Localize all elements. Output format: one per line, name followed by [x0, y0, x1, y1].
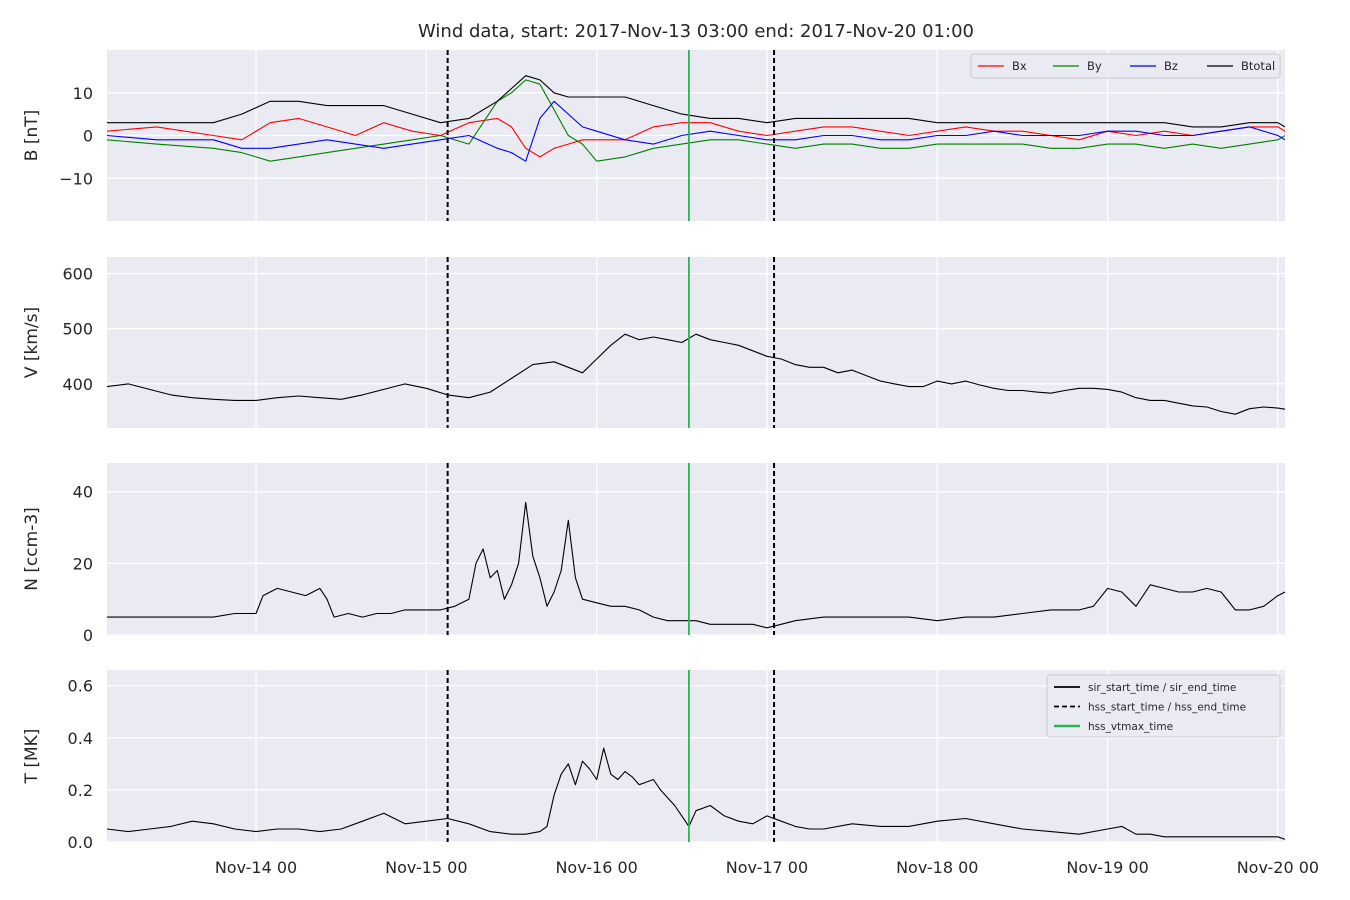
y-axis-label-V: V [km/s]	[22, 307, 42, 378]
legend-T: sir_start_time / sir_end_time hss_start_t…	[1046, 674, 1281, 738]
y-tick-label-B: 0	[83, 127, 93, 146]
legend-label: sir_start_time / sir_end_time	[1088, 682, 1236, 694]
y-tick-label-V: 400	[62, 375, 93, 394]
series-line-B-Bx	[106, 117, 1286, 158]
y-tick-label-T: 0.2	[68, 781, 93, 800]
legend-label-Bz: Bz	[1164, 59, 1178, 73]
y-tick-label-B: 10	[73, 84, 93, 103]
y-tick-label-T: 0.6	[68, 677, 93, 696]
x-tick-label: Nov-14 00	[215, 858, 297, 877]
series-line-B-By	[106, 79, 1286, 162]
series-line-T-0	[106, 747, 1286, 840]
plot-area-N	[107, 463, 1285, 635]
panel-N: 0 20 40 N [ccm-3]	[22, 463, 1286, 645]
legend-box	[1046, 674, 1281, 738]
x-tick-label: Nov-20 00	[1237, 858, 1319, 877]
series-line-B-Bz	[106, 100, 1286, 162]
y-tick-label-N: 0	[83, 626, 93, 645]
legend-B: Bx By Bz Btotal	[970, 53, 1281, 79]
chart-title: Wind data, start: 2017-Nov-13 03:00 end:…	[418, 21, 974, 42]
panel-V: 400 500 600 V [km/s]	[22, 257, 1286, 428]
x-tick-label: Nov-16 00	[555, 858, 637, 877]
y-axis-label-B: B [nT]	[22, 110, 42, 162]
y-axis-label-N: N [ccm-3]	[22, 507, 42, 591]
panel-T: 0.0 0.2 0.4 0.6 T [MK] Nov-14 00 Nov-15 00 Nov-…	[22, 670, 1319, 877]
x-tick-label: Nov-15 00	[385, 858, 467, 877]
y-tick-label-T: 0.4	[68, 729, 93, 748]
x-tick-label: Nov-17 00	[726, 858, 808, 877]
legend-label-Btotal: Btotal	[1241, 59, 1275, 73]
legend-label: hss_vtmax_time	[1088, 721, 1173, 733]
panel-B: −10 0 10 B [nT] Bx By Bz Btotal	[22, 50, 1286, 221]
legend-label: hss_start_time / hss_end_time	[1088, 702, 1246, 714]
y-tick-label-T: 0.0	[68, 833, 93, 852]
x-tick-label: Nov-18 00	[896, 858, 978, 877]
series-line-N-0	[107, 501, 1286, 629]
x-tick-label: Nov-19 00	[1066, 858, 1148, 877]
y-axis-label-T: T [MK]	[22, 729, 42, 785]
y-tick-label-N: 40	[73, 483, 93, 502]
legend-box	[970, 53, 1281, 79]
legend-label-By: By	[1087, 59, 1102, 73]
y-tick-label-N: 20	[73, 554, 93, 573]
y-tick-label-V: 500	[62, 320, 93, 339]
series-line-B-Btotal	[107, 75, 1286, 128]
legend-label-Bx: Bx	[1012, 59, 1027, 73]
y-tick-label-B: −10	[59, 169, 93, 188]
y-tick-label-V: 600	[62, 265, 93, 284]
plot-area-V	[107, 257, 1285, 428]
